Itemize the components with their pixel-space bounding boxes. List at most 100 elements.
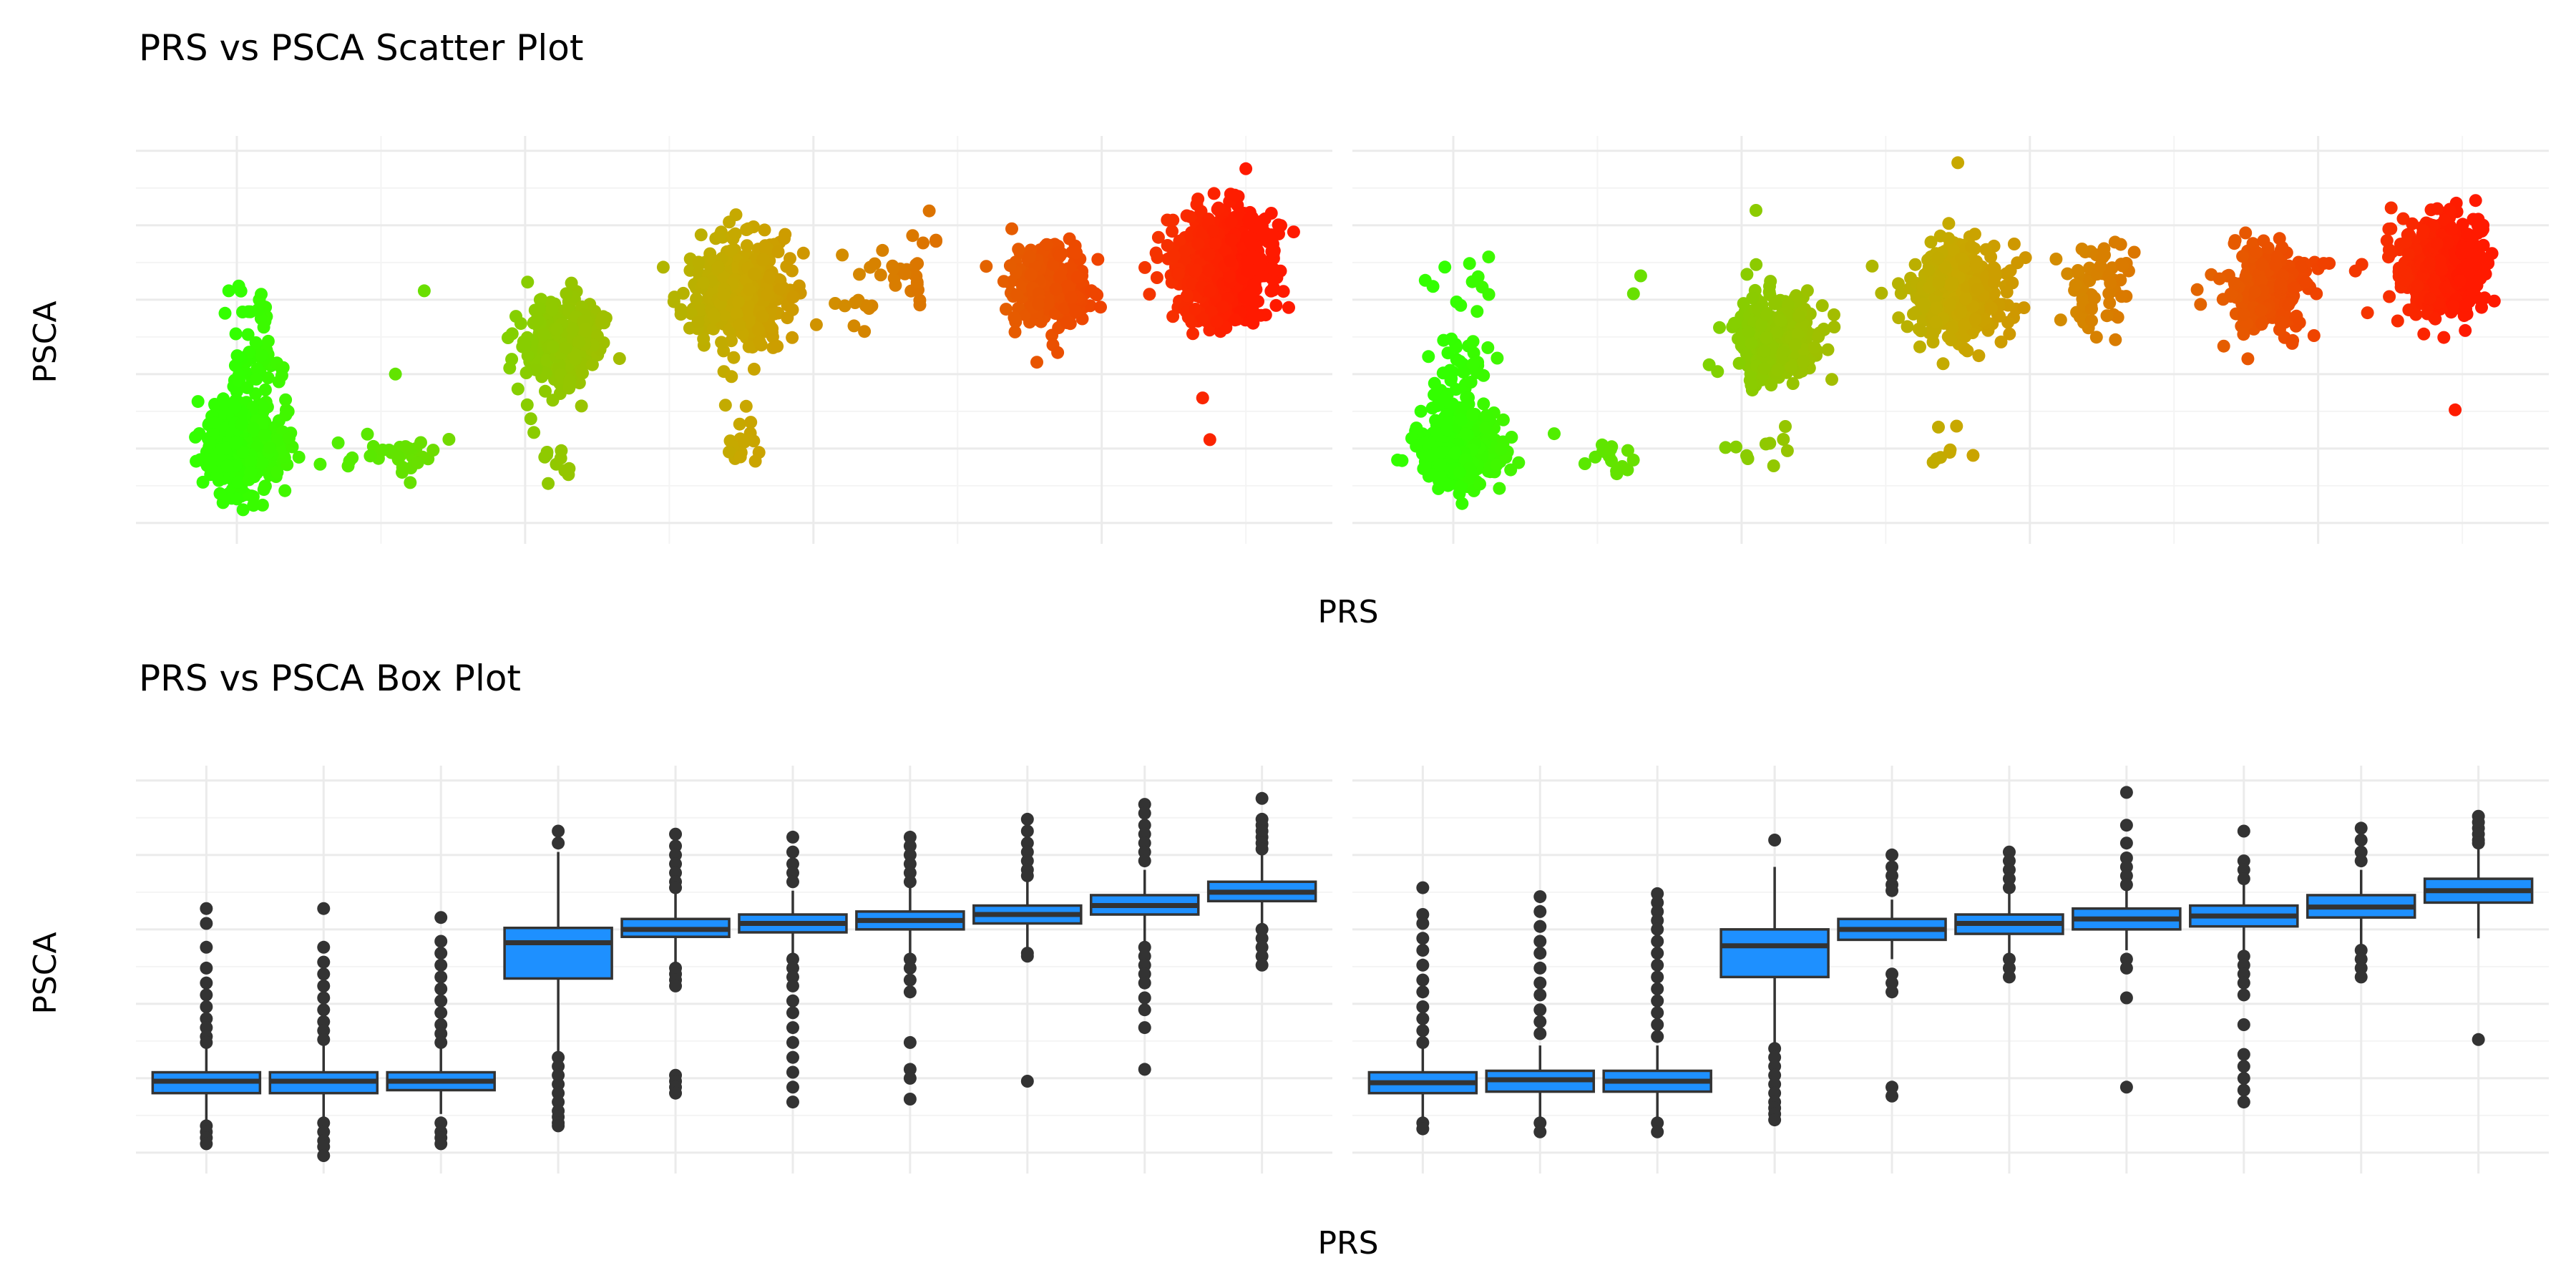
box-outlier-point bbox=[2002, 845, 2016, 859]
scatter-point bbox=[1265, 245, 1279, 258]
scatter-point bbox=[2212, 272, 2226, 286]
scatter-point bbox=[1477, 397, 1491, 411]
scatter-point bbox=[228, 401, 242, 414]
scatter-point bbox=[781, 311, 794, 325]
scatter-point bbox=[1971, 282, 1984, 296]
scatter-point bbox=[2017, 301, 2031, 315]
scatter-point bbox=[1239, 162, 1253, 175]
scatter-point bbox=[1030, 356, 1043, 369]
scatter-point bbox=[733, 417, 746, 431]
scatter-point bbox=[1817, 322, 1830, 336]
box-outlier-point bbox=[2002, 872, 2016, 886]
scatter-point bbox=[774, 283, 787, 296]
scatter-point bbox=[230, 492, 243, 506]
scatter-point bbox=[1161, 239, 1174, 252]
scatter-point bbox=[1143, 288, 1156, 301]
scatter-point bbox=[1438, 260, 1452, 274]
scatter-point bbox=[1184, 210, 1197, 223]
box-outlier-point bbox=[1651, 1125, 1664, 1138]
scatter-point bbox=[829, 297, 842, 310]
box-outlier-point bbox=[786, 1080, 799, 1094]
scatter-point bbox=[2383, 290, 2396, 303]
scatter-point bbox=[1750, 258, 1763, 271]
box-outlier-point bbox=[786, 1035, 799, 1049]
box-outlier-point bbox=[903, 857, 917, 871]
scatter-point bbox=[1490, 459, 1503, 472]
scatter-point bbox=[1740, 268, 1754, 281]
scatter-point bbox=[1955, 252, 1968, 265]
scatter-point bbox=[1465, 408, 1479, 421]
scatter-point bbox=[741, 298, 755, 311]
scatter-point bbox=[1242, 213, 1256, 226]
scatter-point bbox=[1470, 305, 1484, 318]
box-y-axis-label: PSCA bbox=[27, 932, 64, 1014]
scatter-point bbox=[550, 323, 564, 336]
box-outlier-point bbox=[1138, 958, 1151, 972]
box-outlier-point bbox=[1020, 836, 1034, 850]
scatter-point bbox=[255, 457, 269, 470]
scatter-point bbox=[2054, 313, 2067, 327]
box-outlier-point bbox=[1533, 1003, 1547, 1017]
box-outlier-point bbox=[1416, 944, 1430, 957]
scatter-point bbox=[391, 450, 404, 464]
scatter-point bbox=[2228, 237, 2241, 250]
box-outlier-point bbox=[786, 1096, 799, 1109]
scatter-point bbox=[2111, 311, 2124, 324]
scatter-point bbox=[1436, 366, 1450, 380]
scatter-point bbox=[203, 436, 217, 449]
box-outlier-point bbox=[434, 1137, 448, 1151]
scatter-point bbox=[1210, 315, 1224, 328]
scatter-point bbox=[554, 452, 567, 465]
scatter-point bbox=[1825, 373, 1838, 386]
scatter-point bbox=[725, 334, 738, 348]
scatter-point bbox=[786, 331, 799, 344]
scatter-point bbox=[1071, 270, 1085, 284]
scatter-point bbox=[1166, 310, 1180, 323]
scatter-point bbox=[218, 306, 232, 320]
scatter-point bbox=[191, 395, 205, 409]
scatter-point bbox=[1732, 356, 1746, 370]
scatter-point bbox=[1482, 288, 1496, 301]
box-outlier-point bbox=[2354, 944, 2368, 957]
scatter-point bbox=[1786, 377, 1800, 390]
box-outlier-point bbox=[2002, 952, 2016, 966]
box-train-9 bbox=[1089, 798, 1200, 1076]
scatter-point bbox=[1426, 280, 1440, 293]
scatter-point bbox=[743, 283, 756, 296]
box-outlier-point bbox=[1533, 947, 1547, 960]
scatter-point bbox=[520, 398, 534, 411]
scatter-point bbox=[241, 328, 255, 341]
box-outlier-point bbox=[2002, 863, 2016, 877]
scatter-point bbox=[1085, 284, 1098, 298]
scatter-point bbox=[739, 399, 753, 413]
scatter-point bbox=[1025, 268, 1038, 282]
scatter-point bbox=[1203, 433, 1216, 447]
box-outlier-point bbox=[1255, 958, 1269, 972]
scatter-point bbox=[1287, 225, 1300, 239]
box-outlier-point bbox=[434, 947, 448, 960]
scatter-point bbox=[203, 456, 217, 469]
scatter-point bbox=[2475, 301, 2488, 314]
box-outlier-point bbox=[1885, 976, 1899, 990]
scatter-point bbox=[235, 418, 248, 431]
scatter-point bbox=[1961, 344, 1974, 358]
scatter-point bbox=[1757, 362, 1771, 375]
scatter-point bbox=[1702, 358, 1716, 371]
box-outlier-point bbox=[434, 1035, 448, 1049]
scatter-point bbox=[279, 408, 293, 421]
scatter-point bbox=[2239, 270, 2253, 283]
scatter-point bbox=[2401, 248, 2415, 261]
box-outlier-point bbox=[2354, 970, 2368, 984]
scatter-point bbox=[1186, 327, 1199, 341]
scatter-point bbox=[778, 232, 791, 245]
scatter-point bbox=[2085, 302, 2098, 316]
scatter-point bbox=[257, 321, 270, 334]
scatter-point bbox=[1769, 296, 1782, 310]
box-outlier-point bbox=[1533, 961, 1547, 975]
scatter-point bbox=[2094, 259, 2107, 273]
scatter-point bbox=[563, 374, 577, 387]
scatter-point bbox=[193, 453, 207, 467]
scatter-point bbox=[502, 331, 514, 344]
box-outlier-point bbox=[1416, 1012, 1430, 1025]
scatter-point bbox=[906, 229, 919, 243]
